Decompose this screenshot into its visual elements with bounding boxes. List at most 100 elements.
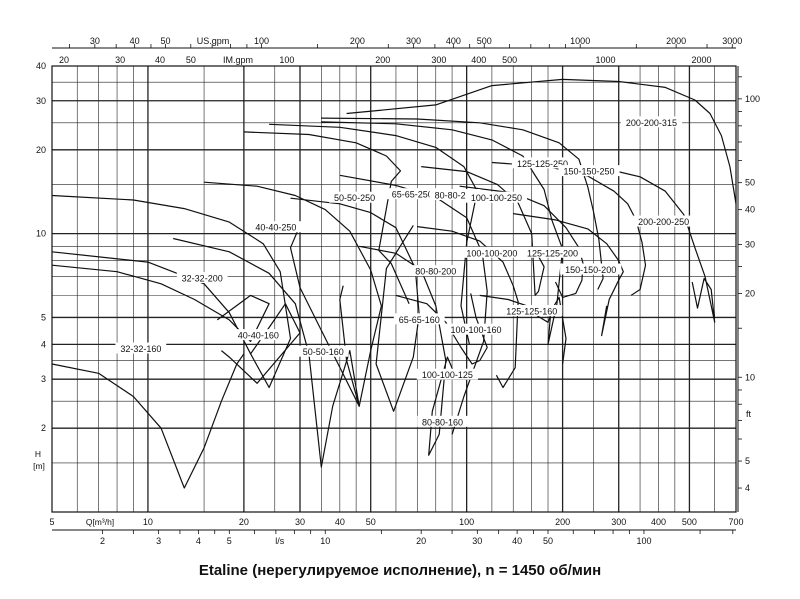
ls-tick-label: 20 (416, 536, 426, 546)
pump-curve-chart: 32-32-160 32-32-200 40-40-160 40-40-250 50-5… (33, 36, 760, 546)
imgpm-tick-label: 50 (186, 55, 196, 65)
curve-label-bg (386, 188, 438, 200)
imgpm-tick-label: 400 (471, 55, 486, 65)
curve-label-bg (511, 157, 574, 169)
ls-tick-label: 2 (100, 536, 105, 546)
ls-tick-label: 4 (196, 536, 201, 546)
curve-label-bg (297, 345, 349, 357)
curve-label-150-150-250: 150-150-250 (563, 167, 614, 177)
usgpm-tick-label: 2000 (666, 36, 686, 46)
curve-125-125-160 (479, 294, 567, 365)
curve-label-bg (416, 368, 478, 380)
usgpm-tick-label: 50 (161, 36, 171, 46)
curve-32-32-160 (51, 353, 245, 489)
ft-tick-label: 10 (745, 372, 755, 382)
ls-tick-label: 40 (512, 536, 522, 546)
usgpm-tick-label: 100 (254, 36, 269, 46)
curve-label-bg (560, 263, 622, 275)
curve-100-100-200 (421, 166, 545, 296)
usgpm-tick-label: 500 (477, 36, 492, 46)
y-tick-label: 2 (41, 423, 46, 433)
usgpm-tick-label: 300 (406, 36, 421, 46)
plot-frame (51, 65, 737, 513)
curve-label-bg (429, 189, 481, 201)
curve-label-32-32-160: 32-32-160 (120, 344, 161, 354)
usgpm-tick-label: 400 (446, 36, 461, 46)
imgpm-tick-label: 20 (59, 55, 69, 65)
usgpm-tick-label: 200 (350, 36, 365, 46)
ft-axis-label: ft (746, 409, 752, 419)
curve-150-150-250 (491, 161, 647, 296)
x-tick-label: 10 (143, 517, 153, 527)
x-tick-label: 50 (366, 517, 376, 527)
ft-tick-label: 30 (745, 239, 755, 249)
y-tick-label: 5 (41, 312, 46, 322)
imgpm-tick-label: 40 (155, 55, 165, 65)
x-tick-label: 700 (728, 517, 743, 527)
x-tick-label: 30 (295, 517, 305, 527)
curve-label-bg (115, 342, 167, 354)
curve-label-100-100-160: 100-100-160 (450, 325, 501, 335)
usgpm-tick-label: 1000 (570, 36, 590, 46)
curve-65-65-250 (243, 131, 410, 304)
imgpm-tick-label: 30 (115, 55, 125, 65)
ls-tick-label: 10 (320, 536, 330, 546)
y-tick-label: 10 (36, 229, 46, 239)
x-tick-label: 200 (555, 517, 570, 527)
x-tick-label: 40 (335, 517, 345, 527)
pump-curves (51, 78, 737, 489)
imgpm-tick-label: 500 (502, 55, 517, 65)
curve-label-bg (461, 246, 523, 258)
curve-label-bg (410, 265, 462, 277)
ft-tick-label: 50 (745, 178, 755, 188)
curve-label-50-50-160: 50-50-160 (303, 347, 344, 357)
curve-100-100-250 (321, 121, 564, 345)
curve-200-200-315 (346, 78, 737, 204)
ft-tick-label: 20 (745, 288, 755, 298)
curve-40-40-250 (51, 194, 292, 389)
curve-label-bg (176, 271, 228, 283)
curve-50-50-160 (173, 225, 360, 468)
curve-label-bg (445, 323, 507, 335)
curve-label-bg (558, 165, 620, 177)
curve-label-bg (521, 246, 584, 258)
grid (51, 65, 737, 513)
imgpm-tick-label: 1000 (596, 55, 616, 65)
y-axis-label-h: H (35, 449, 41, 459)
curve-label-bg (465, 191, 528, 203)
ls-tick-label: 5 (227, 536, 232, 546)
ft-tick-label: 4 (745, 483, 750, 493)
curve-label-bg (417, 415, 468, 427)
curve-label-100-100-125: 100-100-125 (422, 370, 473, 380)
curve-125-125-250 (321, 117, 604, 290)
imgpm-tick-label: 100 (279, 55, 294, 65)
x-tick-label: 20 (239, 517, 249, 527)
curve-80-80-250 (269, 123, 478, 345)
ls-tick-label: 30 (472, 536, 482, 546)
ft-tick-label: 5 (745, 456, 750, 466)
chart-caption: Etaline (нерегулируемое исполнение), n =… (198, 562, 602, 579)
curve-label-bg (501, 305, 563, 317)
curve-200-200-250 (569, 166, 716, 323)
curve-label-200-200-250: 200-200-250 (638, 217, 689, 227)
curve-label-100-100-200: 100-100-200 (466, 248, 517, 258)
x-tick-label: 500 (682, 517, 697, 527)
curve-100-100-160 (417, 226, 519, 389)
ls-tick-label: l/s (275, 536, 285, 546)
x-tick-label: 5 (49, 517, 54, 527)
y-tick-label: 20 (36, 145, 46, 155)
imgpm-axis-label: IM.gpm (223, 55, 253, 65)
curve-label-65-65-160: 65-65-160 (399, 315, 440, 325)
curve-label-40-40-160: 40-40-160 (238, 331, 279, 341)
curve-label-150-150-200: 150-150-200 (565, 265, 616, 275)
imgpm-tick-label: 2000 (691, 55, 711, 65)
x-axis-label: Q[m³/h] (86, 517, 114, 527)
ls-tick-label: 50 (543, 536, 553, 546)
curve-label-100-100-250: 100-100-250 (471, 193, 522, 203)
x-tick-label: 300 (611, 517, 626, 527)
curve-label-32-32-200: 32-32-200 (182, 273, 223, 283)
curve-label-bg (620, 116, 683, 128)
curve-label-bg (329, 191, 380, 203)
curve-label-200-200-315: 200-200-315 (626, 118, 677, 128)
